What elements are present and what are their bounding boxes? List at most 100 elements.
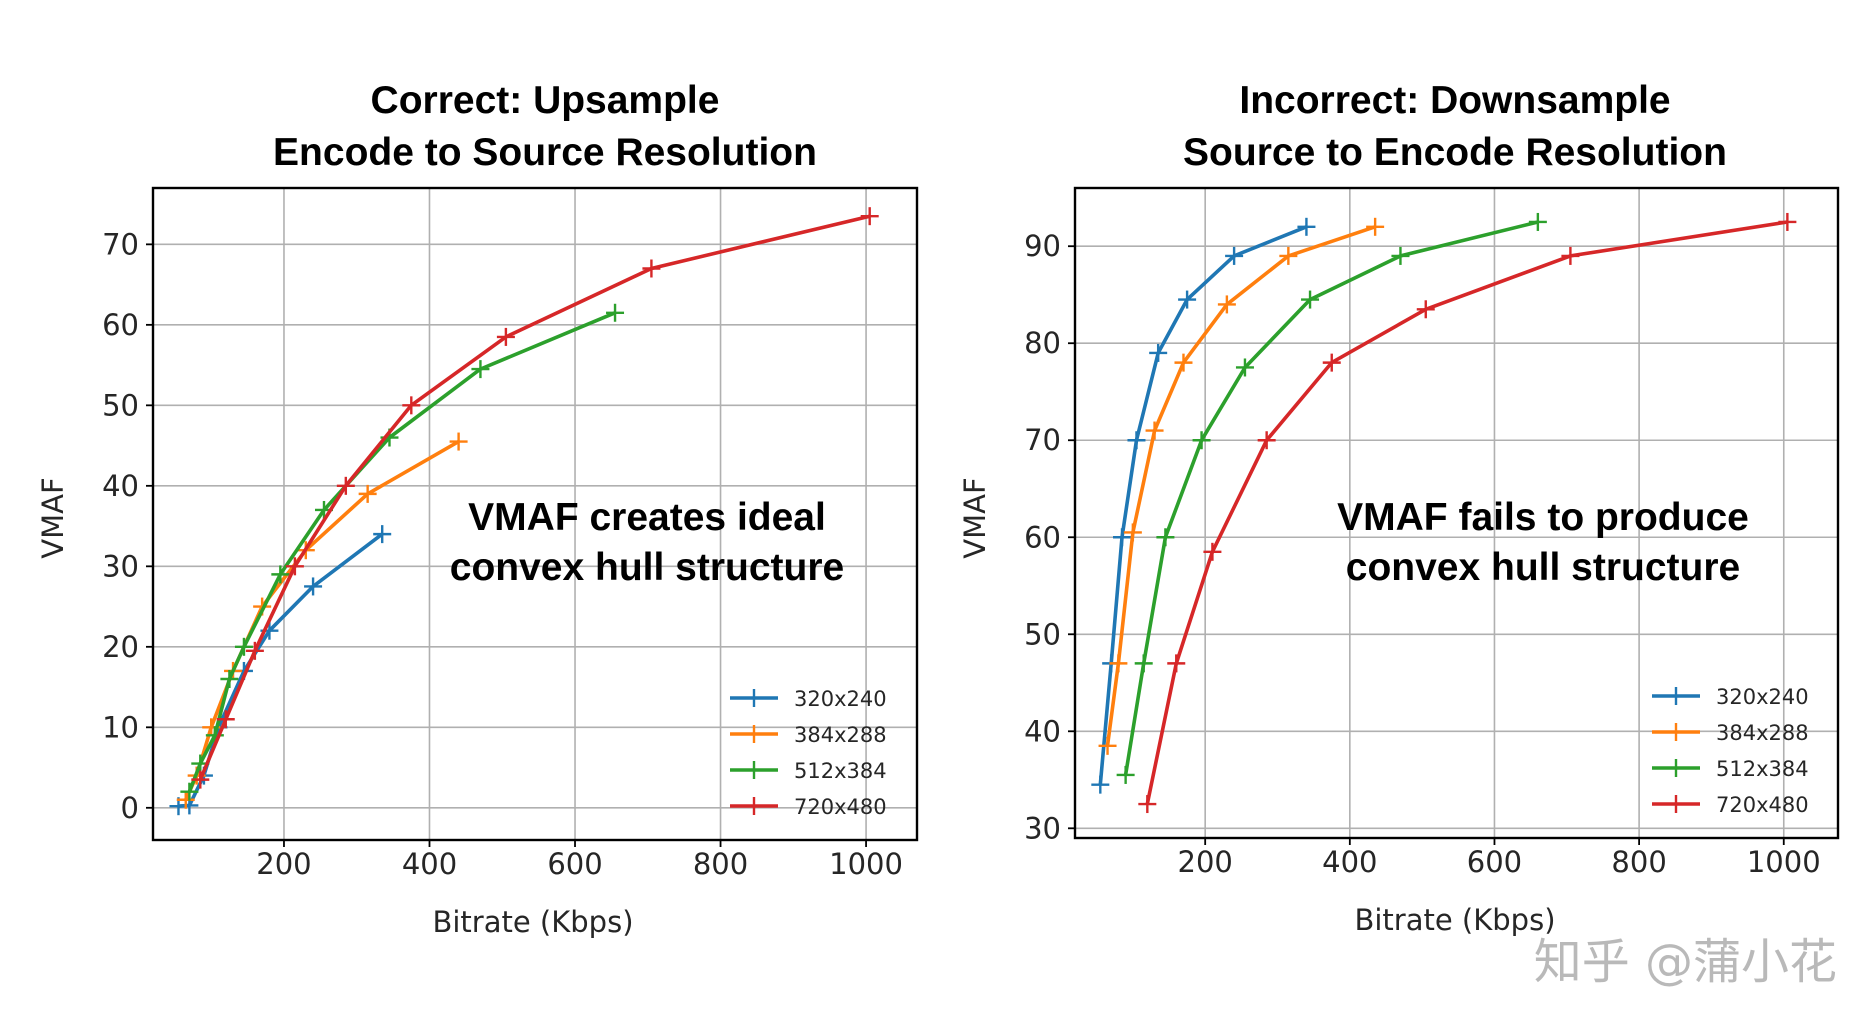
left-legend-label-320x240: 320x240 [794,687,887,711]
right-point-720x480-5 [1416,300,1435,319]
right-plot-area: 200 400 600 800 1000 30 40 50 60 70 80 90 320x240 384… [1024,186,1840,879]
left-chart-title-line1: Correct: Upsample [371,79,720,122]
left-y-tick-label-30: 30 [102,549,139,583]
left-point-384x288-6 [358,484,377,503]
right-series-line-384x288 [1105,225,1376,747]
right-point-320x240-5 [1178,290,1197,309]
right-point-512x384-1 [1134,654,1153,673]
right-x-tick-label-200: 200 [1178,845,1233,879]
left-y-tick-label-10: 10 [102,710,139,744]
left-plot-area: 200 400 600 800 1000 0 10 20 30 40 50 60 70 320x240 38… [102,186,919,881]
left-legend-item-512x384: 512x384 [730,759,887,783]
right-point-384x288-0 [1098,736,1117,755]
right-legend-item-384x288: 384x288 [1652,721,1809,745]
left-point-384x288-0 [176,790,195,809]
left-legend-item-384x288: 384x288 [730,723,887,747]
left-y-tick-label-60: 60 [102,308,139,342]
left-x-tick-label-1000: 1000 [829,847,903,881]
right-series-line-512x384 [1123,220,1539,776]
left-point-720x480-2 [245,641,264,660]
left-legend: 320x240 384x288 512x384 720x480 [730,687,887,819]
left-point-512x384-5 [271,565,290,584]
left-chart-annotation-line2: convex hull structure [450,546,844,589]
right-point-320x240-6 [1225,246,1244,265]
left-point-320x240-6 [304,577,323,596]
right-point-512x384-0 [1116,765,1135,784]
left-y-tick-label-20: 20 [102,630,139,664]
right-point-320x240-0 [1091,775,1110,794]
right-point-720x480-7 [1778,212,1797,231]
right-legend: 320x240 384x288 512x384 720x480 [1652,685,1809,817]
left-x-tick-label-200: 200 [256,847,311,881]
left-y-tick-label-70: 70 [102,227,139,261]
left-chart-panel: Correct: Upsample Encode to Source Resol… [36,79,919,939]
left-point-720x480-6 [496,327,515,346]
left-chart-y-axis-label: VMAF [36,477,70,558]
left-series-line-384x288 [184,440,460,801]
right-point-512x384-2 [1156,528,1175,547]
right-chart-y-axis-label: VMAF [958,477,992,558]
right-y-tick-label-40: 40 [1024,714,1061,748]
right-point-512x384-4 [1235,358,1254,377]
right-chart-annotation-line2: convex hull structure [1346,546,1740,589]
left-point-720x480-5 [402,396,421,415]
right-chart-title-line1: Incorrect: Downsample [1239,79,1670,122]
left-point-512x384-9 [606,303,625,322]
right-y-tick-label-50: 50 [1024,617,1061,651]
right-y-tick-label-80: 80 [1024,326,1061,360]
left-point-512x384-8 [471,360,490,379]
right-point-720x480-1 [1167,654,1186,673]
left-x-tick-label-800: 800 [693,847,748,881]
right-point-512x384-5 [1301,290,1320,309]
left-x-tick-label-400: 400 [402,847,457,881]
left-plot-frame [151,186,919,842]
left-point-512x384-0 [180,782,199,801]
right-point-384x288-1 [1109,654,1128,673]
left-y-tick-label-0: 0 [121,791,139,825]
right-y-tick-label-60: 60 [1024,520,1061,554]
right-point-720x480-0 [1138,795,1157,814]
right-point-320x240-3 [1127,431,1146,450]
right-point-512x384-7 [1528,212,1547,231]
right-chart-panel: Incorrect: Downsample Source to Encode R… [958,79,1840,937]
left-y-tick-label-40: 40 [102,469,139,503]
right-point-320x240-7 [1297,217,1316,236]
right-x-tick-label-800: 800 [1611,845,1666,879]
right-point-720x480-6 [1561,246,1580,265]
right-point-720x480-4 [1322,353,1341,372]
right-point-512x384-6 [1391,246,1410,265]
right-chart-title-line2: Source to Encode Resolution [1183,131,1727,174]
left-legend-item-720x480: 720x480 [730,795,887,819]
right-point-384x288-2 [1123,523,1142,542]
right-point-384x288-3 [1145,421,1164,440]
left-point-512x384-3 [220,670,239,689]
right-x-tick-label-600: 600 [1467,845,1522,879]
right-x-tick-label-1000: 1000 [1747,845,1821,879]
left-point-512x384-4 [234,637,253,656]
left-legend-label-720x480: 720x480 [794,795,887,819]
right-point-320x240-2 [1113,528,1132,547]
left-point-720x480-7 [642,259,661,278]
right-legend-item-512x384: 512x384 [1652,757,1809,781]
left-chart-x-axis-label: Bitrate (Kbps) [432,905,633,939]
right-x-tick-label-400: 400 [1322,845,1377,879]
right-point-384x288-7 [1366,217,1385,236]
right-series-line-320x240 [1098,225,1308,785]
right-legend-label-720x480: 720x480 [1716,793,1809,817]
left-series-line-512x384 [187,311,616,793]
left-point-720x480-8 [860,207,879,226]
left-point-720x480-1 [216,710,235,729]
right-y-tick-label-90: 90 [1024,229,1061,263]
right-legend-item-320x240: 320x240 [1652,685,1809,709]
left-point-384x288-7 [449,432,468,451]
right-chart-x-axis-label: Bitrate (Kbps) [1354,903,1555,937]
left-point-720x480-4 [336,476,355,495]
left-legend-item-320x240: 320x240 [730,687,887,711]
left-point-720x480-0 [191,770,210,789]
right-legend-item-720x480: 720x480 [1652,793,1809,817]
right-point-384x288-5 [1217,295,1236,314]
left-legend-label-384x288: 384x288 [794,723,887,747]
right-point-720x480-2 [1203,542,1222,561]
left-chart-title-line2: Encode to Source Resolution [273,131,817,174]
